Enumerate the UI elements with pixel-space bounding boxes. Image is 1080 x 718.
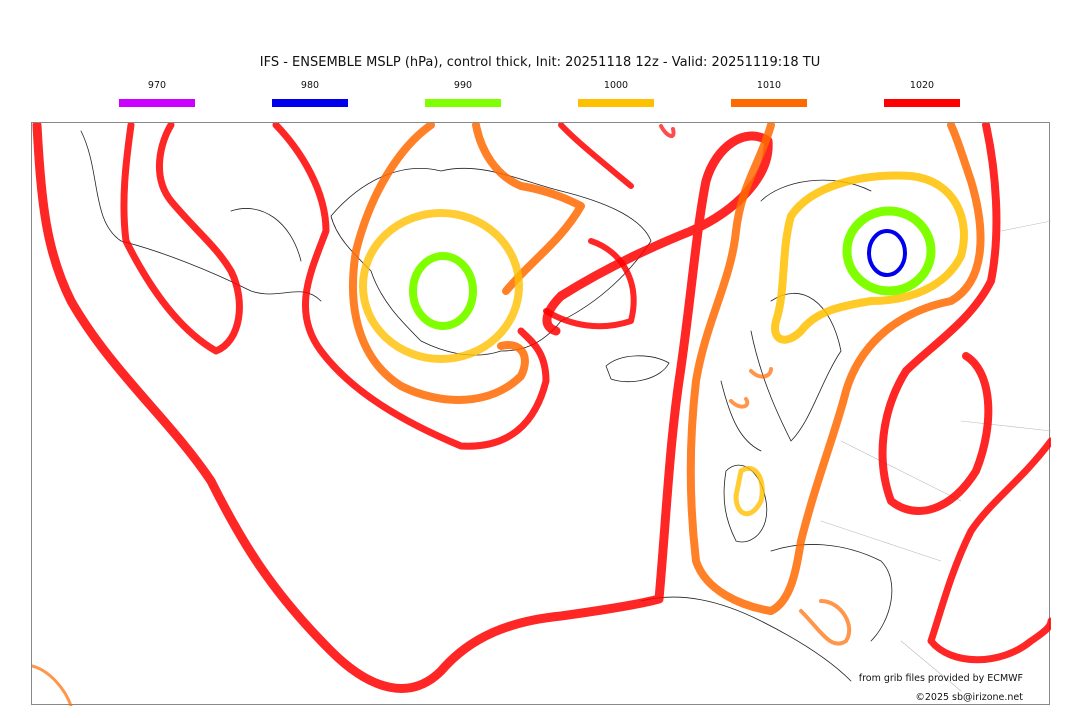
legend-item-990: 990	[424, 80, 502, 107]
legend-label: 980	[300, 80, 320, 91]
legend-swatch	[272, 99, 348, 107]
isobar-1020-greenland-west	[272, 121, 550, 450]
legend-label: 1000	[603, 80, 629, 91]
isobar-1010-greenland	[349, 121, 585, 404]
isobar-1000-greenland	[359, 209, 523, 363]
legend-swatch	[578, 99, 654, 107]
isobar-1020-southeast	[927, 437, 1055, 664]
legend-swatch	[425, 99, 501, 107]
isobar-1020-greenland-north	[543, 122, 637, 330]
coastlines	[80, 130, 893, 682]
legend-item-1000: 1000	[577, 80, 655, 107]
isobar-1000-group	[359, 171, 968, 516]
coastline-iceland	[605, 355, 670, 383]
legend-swatch	[731, 99, 807, 107]
legend-label: 1020	[909, 80, 935, 91]
legend-label: 990	[453, 80, 473, 91]
isobar-1010-baltic	[729, 367, 773, 409]
map-panel	[30, 120, 1055, 708]
legend-item-1010: 1010	[730, 80, 808, 107]
isobar-1010-group	[30, 121, 985, 708]
isobar-990-greenland	[409, 252, 477, 330]
isobar-1000-britain	[733, 466, 765, 516]
legend-label: 1010	[756, 80, 782, 91]
isobar-990-group	[409, 206, 936, 330]
borders	[820, 220, 1052, 692]
isobar-1020-atlantic	[32, 120, 773, 693]
coastline-canada	[80, 130, 322, 302]
isobar-1020-group	[32, 120, 1055, 693]
legend-swatch	[119, 99, 195, 107]
isobar-1020-canada-loop	[120, 121, 243, 355]
chart-title: IFS - ENSEMBLE MSLP (hPa), control thick…	[259, 55, 821, 70]
copyright: ©2025 sb@irizone.net	[915, 692, 1023, 703]
coastline-scandinavia	[720, 179, 872, 452]
isobar-990-scandinavia	[842, 206, 936, 296]
coastline-greenland	[330, 167, 652, 356]
map-svg	[30, 120, 1055, 708]
isobar-1020-north-tip	[659, 124, 676, 138]
legend-swatch	[884, 99, 960, 107]
isobar-1010-scandinavia	[686, 121, 985, 615]
legend-label: 970	[147, 80, 167, 91]
isobar-1010-italy	[799, 599, 852, 646]
legend-item-970: 970	[118, 80, 196, 107]
source-credit: from grib files provided by ECMWF	[858, 673, 1023, 684]
legend-item-1020: 1020	[883, 80, 961, 107]
isobar-1010-southwest	[30, 664, 73, 708]
legend-item-980: 980	[271, 80, 349, 107]
isobar-980-scandinavia	[867, 229, 907, 277]
isobar-1020-east	[878, 121, 1001, 515]
isobar-1000-scandinavia	[771, 171, 968, 344]
border-lines	[820, 220, 1052, 692]
isobar-980-group	[867, 229, 907, 277]
